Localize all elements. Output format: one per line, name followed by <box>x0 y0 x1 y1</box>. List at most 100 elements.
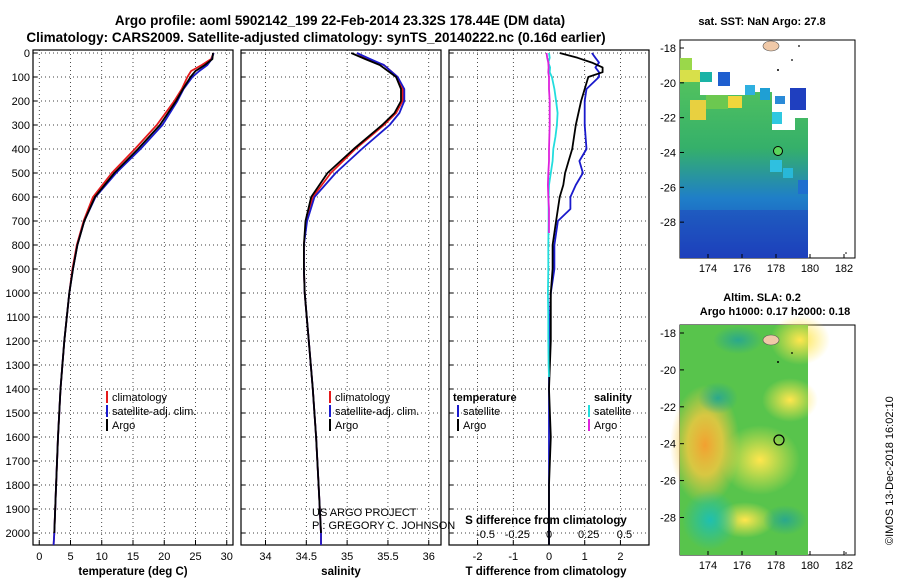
legend-label-t-argo: Argo <box>463 420 486 432</box>
float-position-marker-sla <box>773 434 785 446</box>
footer-timestamp: ©IMOS 13-Dec-2018 16:02:10 <box>884 396 896 545</box>
depth-tick-label: 1800 <box>6 480 30 492</box>
lon-tick-label: 178 <box>767 263 785 275</box>
depth-tick-label: 500 <box>12 168 30 180</box>
x-tick-label: 34.5 <box>296 551 317 563</box>
lat-tick-label: -26 <box>660 182 676 194</box>
sdiff-xlabel: S difference from climatology <box>465 515 627 527</box>
credit-pi: PI: GREGORY C. JOHNSON <box>312 520 455 532</box>
float-position-marker-sst <box>773 146 783 156</box>
depth-tick-label: 1500 <box>6 408 30 420</box>
lat-tick-label: -22 <box>660 402 676 414</box>
x-tick-label: 15 <box>127 551 139 563</box>
lon-tick-label: 182 <box>835 560 853 572</box>
tdiff-xlabel: T difference from climatology <box>465 566 627 578</box>
series-line-satellite-adj-clim- <box>52 52 215 546</box>
difference-legend: temperature satellite Argo salinity sate… <box>453 392 633 432</box>
series-line-s-satellite <box>547 52 559 378</box>
depth-tick-label: 1100 <box>6 312 30 324</box>
legend-label-argo: Argo <box>112 420 135 432</box>
x-tick-label: 25 <box>189 551 201 563</box>
x-tick-label: 5 <box>67 551 73 563</box>
depth-tick-label: 1000 <box>6 288 30 300</box>
legend-label-climatology: climatology <box>335 392 391 404</box>
sal-diff-tick-label: 0.25 <box>578 529 599 541</box>
depth-tick-label: 1200 <box>6 336 30 348</box>
lon-tick-label: 176 <box>733 560 751 572</box>
legend-label-satellite: satellite-adj. clim. <box>112 406 196 418</box>
x-tick-label: 35 <box>341 551 353 563</box>
profile-curves <box>52 52 604 546</box>
x-tick-label: 34 <box>259 551 271 563</box>
legend-label-t-satellite: satellite <box>463 406 500 418</box>
x-tick-label: 0 <box>36 551 42 563</box>
x-tick-label: 10 <box>96 551 108 563</box>
legend-head-temperature: temperature <box>453 392 517 404</box>
salinity-legend: climatology satellite-adj. clim. Argo <box>329 391 419 432</box>
depth-tick-label: 1700 <box>6 456 30 468</box>
lon-tick-label: 176 <box>733 263 751 275</box>
sla-map-title-line2: Argo h1000: 0.17 h2000: 0.18 <box>700 306 850 318</box>
x-tick-label: 1 <box>582 551 588 563</box>
depth-tick-label: 100 <box>12 72 30 84</box>
legend-label-climatology: climatology <box>112 392 168 404</box>
lat-tick-label: -24 <box>660 147 676 159</box>
lon-tick-label: 178 <box>767 560 785 572</box>
x-tick-label: 20 <box>158 551 170 563</box>
x-tick-label: -2 <box>473 551 483 563</box>
legend-head-salinity: salinity <box>594 392 633 404</box>
legend-label-s-satellite: satellite <box>594 406 631 418</box>
lat-tick-label: -18 <box>660 43 676 55</box>
depth-tick-label: 0 <box>24 48 30 60</box>
sal-diff-tick-label: -0.5 <box>476 529 495 541</box>
credit-project: US ARGO PROJECT <box>312 507 417 519</box>
lat-tick-label: -20 <box>660 78 676 90</box>
series-line-argo <box>53 52 214 534</box>
series-line-argo <box>302 52 402 534</box>
depth-tick-label: 300 <box>12 120 30 132</box>
temperature-xlabel: temperature (deg C) <box>78 566 187 578</box>
depth-tick-label: 400 <box>12 144 30 156</box>
lat-tick-label: -26 <box>660 476 676 488</box>
x-tick-label: 36 <box>423 551 435 563</box>
depth-tick-label: 800 <box>12 240 30 252</box>
lat-tick-label: -18 <box>660 328 676 340</box>
depth-tick-label: 700 <box>12 216 30 228</box>
x-tick-label: 2 <box>617 551 623 563</box>
x-tick-label: -1 <box>508 551 518 563</box>
depth-tick-label: 200 <box>12 96 30 108</box>
salinity-xlabel: salinity <box>321 566 361 578</box>
lat-tick-label: -22 <box>660 113 676 125</box>
depth-tick-label: 2000 <box>6 528 30 540</box>
legend-label-satellite: satellite-adj. clim. <box>335 406 419 418</box>
depth-tick-label: 1300 <box>6 360 30 372</box>
lon-tick-label: 182 <box>835 263 853 275</box>
lon-tick-label: 174 <box>699 560 717 572</box>
depth-tick-label: 600 <box>12 192 30 204</box>
sla-map-title-line1: Altim. SLA: 0.2 <box>723 292 801 304</box>
temperature-legend: climatology satellite-adj. clim. Argo <box>106 391 196 432</box>
depth-tick-label: 1900 <box>6 504 30 516</box>
sla-map <box>670 315 856 556</box>
sst-map-title: sat. SST: NaN Argo: 27.8 <box>698 16 825 28</box>
lat-tick-label: -20 <box>660 365 676 377</box>
salinity-panel <box>240 49 442 546</box>
lat-tick-label: -28 <box>660 217 676 229</box>
depth-tick-label: 1600 <box>6 432 30 444</box>
legend-label-argo: Argo <box>335 420 358 432</box>
lat-tick-label: -24 <box>660 439 676 451</box>
series-line-climatology <box>52 52 215 546</box>
lon-tick-label: 180 <box>801 263 819 275</box>
chart-title-line2: Climatology: CARS2009. Satellite-adjuste… <box>26 30 605 45</box>
series-line-t-argo <box>548 52 604 545</box>
depth-tick-label: 1400 <box>6 384 30 396</box>
series-line-satellite-adj-clim- <box>302 52 406 545</box>
sst-map <box>679 39 856 259</box>
legend-label-s-argo: Argo <box>594 420 617 432</box>
sal-diff-tick-label: -0.25 <box>505 529 530 541</box>
lon-tick-label: 180 <box>801 560 819 572</box>
lon-tick-label: 174 <box>699 263 717 275</box>
depth-tick-label: 900 <box>12 264 30 276</box>
series-line-s-argo <box>545 52 551 233</box>
